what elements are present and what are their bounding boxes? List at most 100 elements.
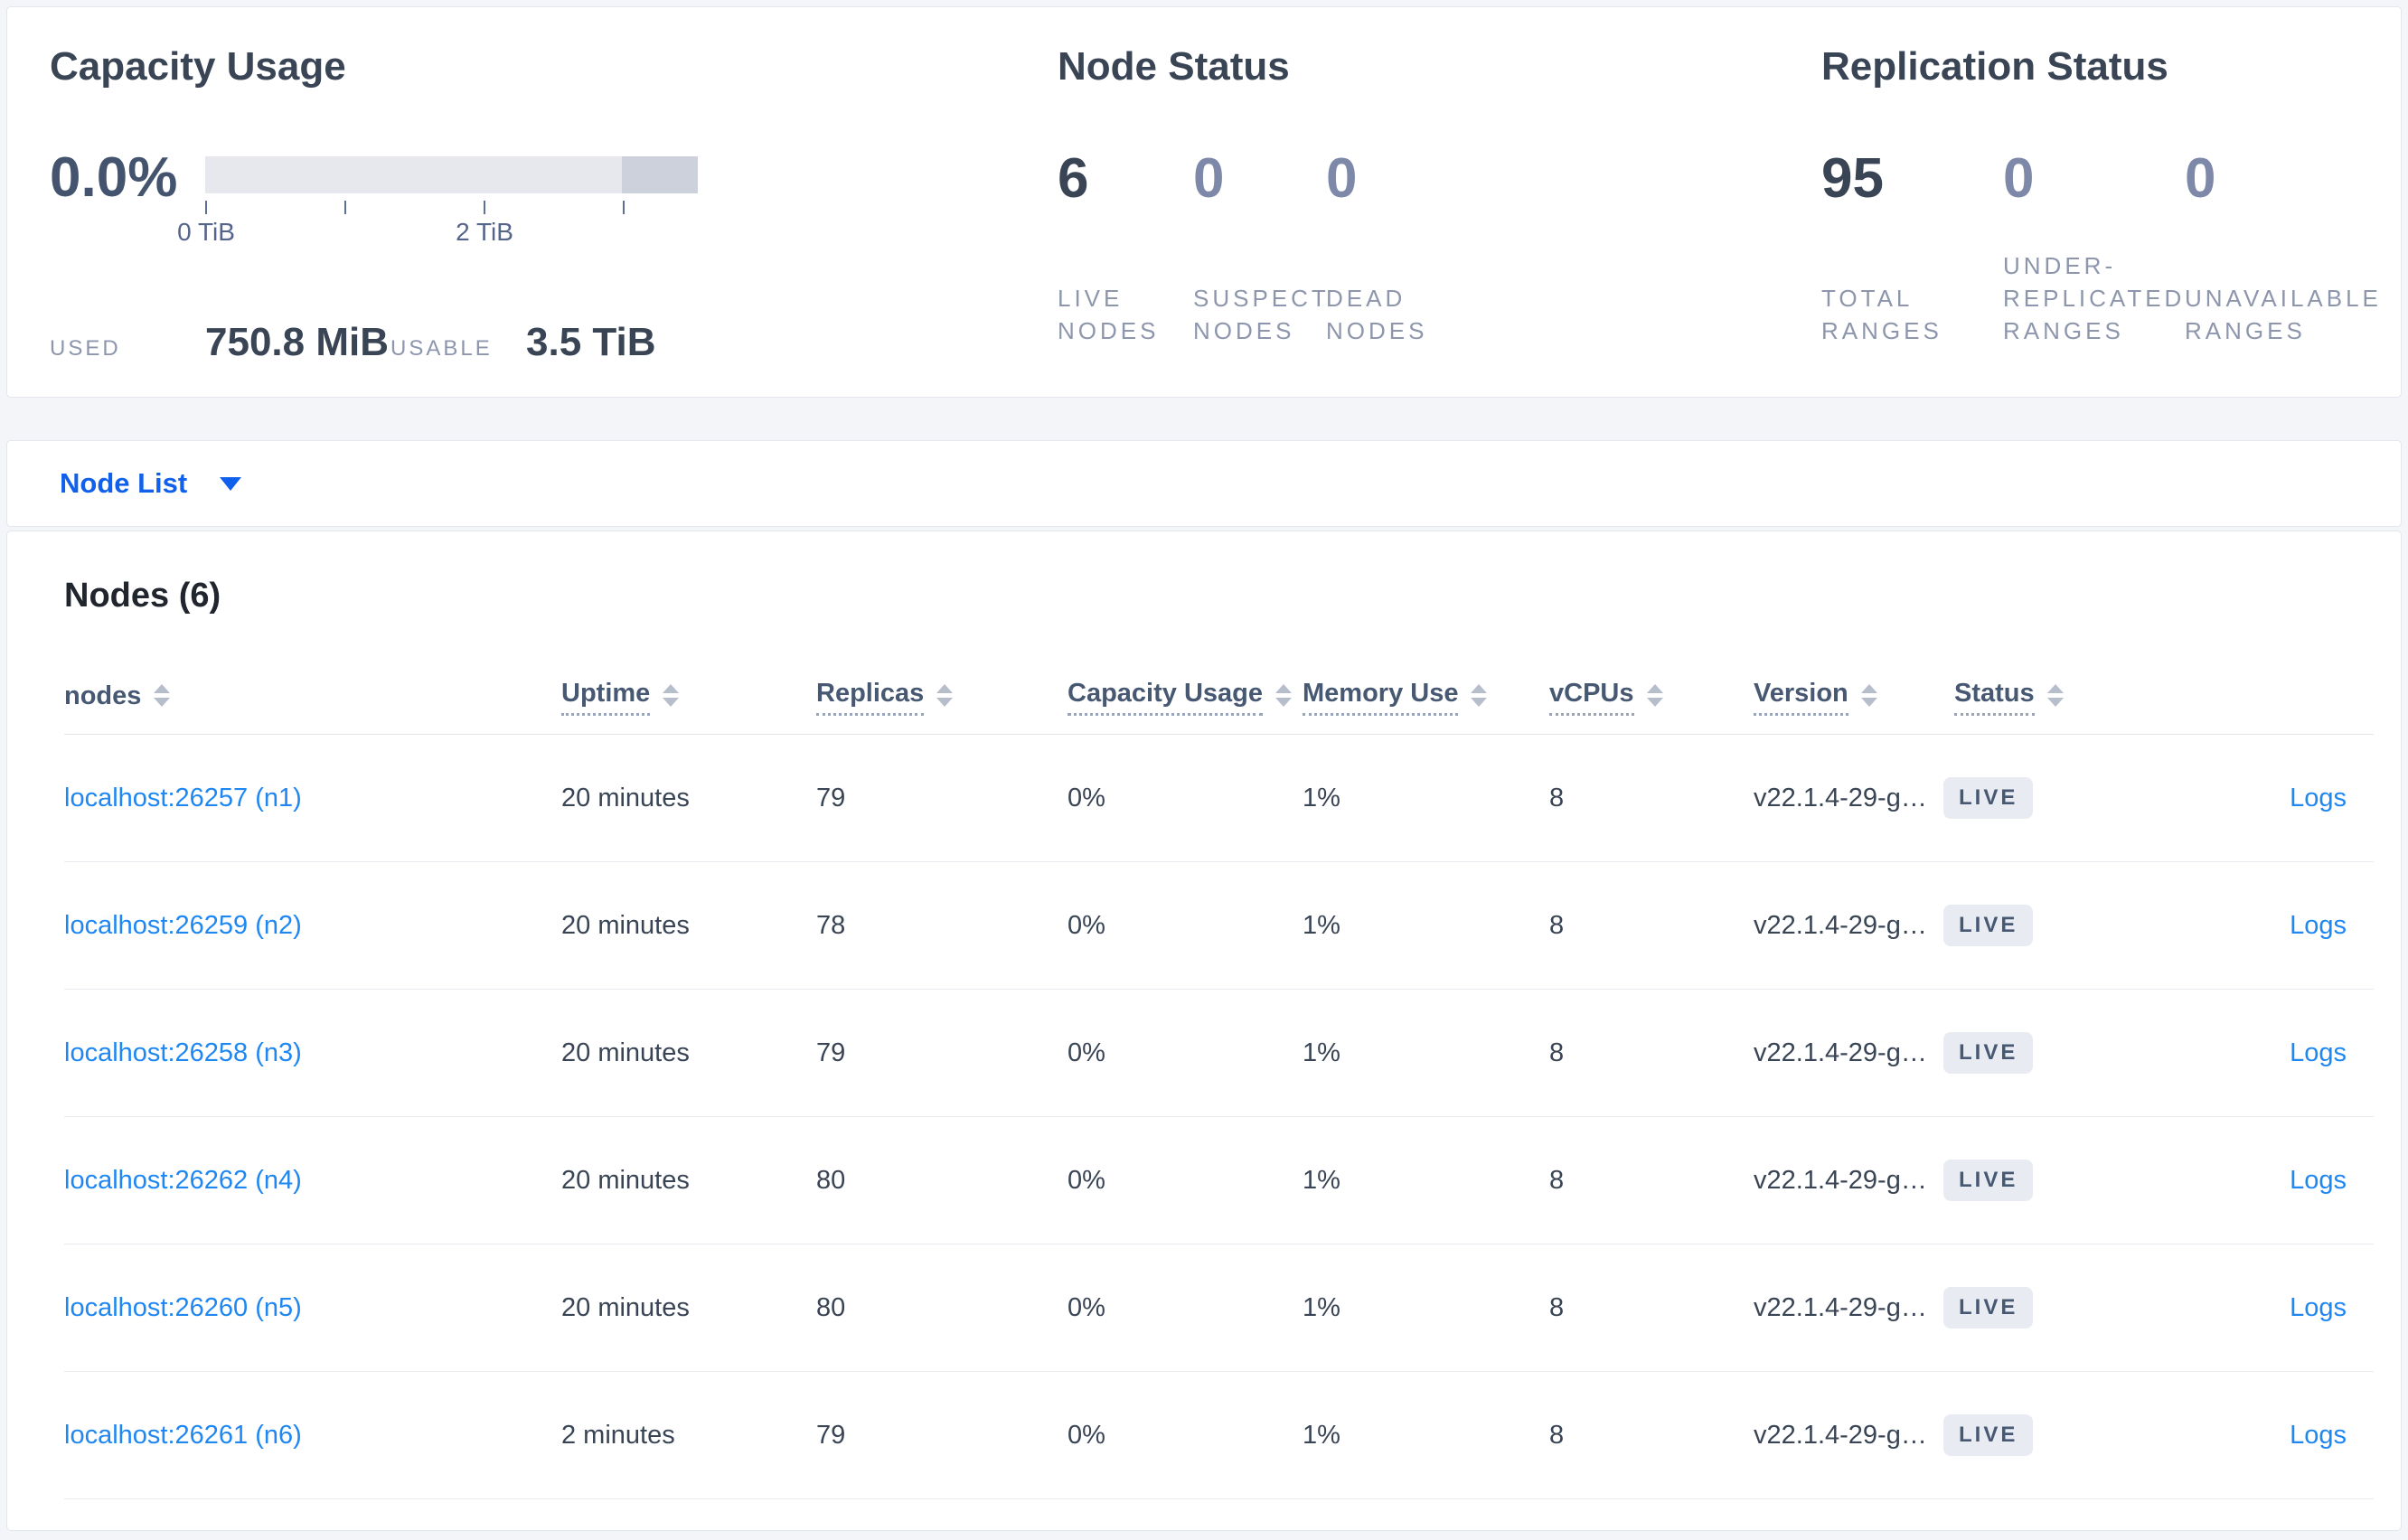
- table-row: localhost:26259 (n2) 20 minutes 78 0% 1%…: [64, 862, 2374, 990]
- node-link[interactable]: localhost:26261 (n6): [64, 1420, 302, 1450]
- node-link[interactable]: localhost:26258 (n3): [64, 1038, 302, 1067]
- node-link[interactable]: localhost:26262 (n4): [64, 1165, 302, 1195]
- sort-icon: [1646, 684, 1663, 707]
- dead-nodes-label: DEAD NODES: [1326, 285, 1428, 344]
- status-badge: LIVE: [1943, 1032, 2034, 1074]
- logs-link[interactable]: Logs: [2290, 910, 2347, 940]
- version-cell: v22.1.4-29-g…: [1754, 1292, 1927, 1322]
- logs-link[interactable]: Logs: [2290, 1292, 2347, 1322]
- dead-nodes-stat: 0 DEAD NODES: [1326, 150, 1445, 347]
- sort-icon: [936, 684, 954, 707]
- nodes-table-heading: Nodes (6): [64, 577, 221, 615]
- sort-icon: [154, 684, 171, 707]
- vcpus-cell: 8: [1549, 1292, 1565, 1322]
- uptime-cell: 20 minutes: [561, 783, 690, 812]
- col-header-label: Status: [1954, 679, 2035, 716]
- capacity-stats-row: USED 750.8 MiB USABLE 3.5 TiB: [50, 320, 655, 365]
- dead-nodes-value: 0: [1326, 147, 1358, 210]
- col-header-uptime[interactable]: Uptime: [561, 679, 816, 734]
- axis-tick: [623, 201, 625, 214]
- usable-value: 3.5 TiB: [526, 320, 656, 364]
- unavailable-ranges-label: UNAVAILABLE RANGES: [2185, 285, 2382, 344]
- replicas-cell: 80: [816, 1165, 846, 1195]
- logs-link[interactable]: Logs: [2290, 1420, 2347, 1450]
- capacity-bar-chart: 0 TiB 2 TiB: [177, 156, 698, 256]
- capacity-usage-title: Capacity Usage: [50, 44, 346, 89]
- unavailable-ranges-stat: 0 UNAVAILABLE RANGES: [2185, 147, 2382, 347]
- memory-use-cell: 1%: [1303, 910, 1340, 940]
- live-nodes-label: LIVE NODES: [1058, 285, 1160, 344]
- col-header-logs-spacer: [2160, 716, 2374, 734]
- col-header-vcpus[interactable]: vCPUs: [1549, 679, 1754, 734]
- cluster-summary-card: Capacity Usage 0.0% 0 TiB 2 TiB USED 750…: [6, 6, 2402, 398]
- table-row: localhost:26261 (n6) 2 minutes 79 0% 1% …: [64, 1372, 2374, 1499]
- col-header-replicas[interactable]: Replicas: [816, 679, 1068, 734]
- logs-link[interactable]: Logs: [2290, 783, 2347, 812]
- uptime-cell: 2 minutes: [561, 1420, 675, 1450]
- replicas-cell: 79: [816, 783, 846, 812]
- col-header-label: vCPUs: [1549, 679, 1634, 716]
- used-label: USED: [50, 336, 121, 361]
- vcpus-cell: 8: [1549, 1038, 1565, 1067]
- version-cell: v22.1.4-29-g…: [1754, 1165, 1927, 1195]
- capacity-usage-cell: 0%: [1068, 910, 1105, 940]
- suspect-nodes-label: SUSPECT NODES: [1193, 285, 1330, 344]
- nodes-table-header: nodes Uptime Replicas Capacity Usage Mem…: [64, 616, 2374, 735]
- vcpus-cell: 8: [1549, 1420, 1565, 1450]
- node-link[interactable]: localhost:26257 (n1): [64, 783, 302, 812]
- status-badge: LIVE: [1943, 1287, 2034, 1329]
- col-header-memory-use[interactable]: Memory Use: [1303, 679, 1549, 734]
- capacity-usage-cell: 0%: [1068, 1038, 1105, 1067]
- vcpus-cell: 8: [1549, 910, 1565, 940]
- col-header-label: Uptime: [561, 679, 651, 716]
- under-replicated-ranges-stat: 0 UNDER-REPLICATED RANGES: [2003, 150, 2184, 347]
- view-selector-card: Node List: [6, 440, 2402, 527]
- under-replicated-ranges-label: UNDER-REPLICATED RANGES: [2003, 252, 2186, 344]
- axis-tick: [344, 201, 346, 214]
- col-header-nodes[interactable]: nodes: [64, 681, 561, 734]
- replicas-cell: 79: [816, 1420, 846, 1450]
- used-value: 750.8 MiB: [205, 320, 389, 364]
- uptime-cell: 20 minutes: [561, 910, 690, 940]
- unavailable-ranges-value: 0: [2185, 147, 2216, 210]
- sort-icon: [1275, 684, 1292, 707]
- memory-use-cell: 1%: [1303, 783, 1340, 812]
- capacity-bar: [205, 156, 698, 193]
- table-row: localhost:26257 (n1) 20 minutes 79 0% 1%…: [64, 735, 2374, 862]
- logs-link[interactable]: Logs: [2290, 1165, 2347, 1195]
- table-row: localhost:26258 (n3) 20 minutes 79 0% 1%…: [64, 990, 2374, 1117]
- node-list-dropdown[interactable]: Node List: [60, 467, 242, 500]
- suspect-nodes-value: 0: [1193, 147, 1225, 210]
- table-row: localhost:26262 (n4) 20 minutes 80 0% 1%…: [64, 1117, 2374, 1244]
- col-header-version[interactable]: Version: [1754, 679, 1954, 734]
- capacity-usage-cell: 0%: [1068, 783, 1105, 812]
- total-ranges-label: TOTAL RANGES: [1821, 285, 1942, 344]
- node-list-dropdown-label: Node List: [60, 467, 188, 499]
- live-nodes-value: 6: [1058, 147, 1089, 210]
- capacity-usage-cell: 0%: [1068, 1292, 1105, 1322]
- node-link[interactable]: localhost:26259 (n2): [64, 910, 302, 940]
- sort-icon: [663, 684, 680, 707]
- axis-tick: [484, 201, 485, 214]
- sort-icon: [1860, 684, 1877, 707]
- nodes-table-card: Nodes (6) nodes Uptime Replicas Capacity…: [6, 531, 2402, 1531]
- col-header-label: Version: [1754, 679, 1848, 716]
- capacity-percent-value: 0.0%: [50, 146, 178, 209]
- node-link[interactable]: localhost:26260 (n5): [64, 1292, 302, 1322]
- usable-label: USABLE: [390, 336, 493, 361]
- logs-link[interactable]: Logs: [2290, 1038, 2347, 1067]
- col-header-status[interactable]: Status: [1954, 679, 2160, 734]
- col-header-capacity-usage[interactable]: Capacity Usage: [1068, 679, 1303, 734]
- version-cell: v22.1.4-29-g…: [1754, 1420, 1927, 1450]
- sort-icon: [1471, 684, 1488, 707]
- axis-tick-label: 2 TiB: [456, 218, 513, 246]
- sort-icon: [2046, 684, 2064, 707]
- capacity-bar-reserved-segment: [622, 156, 698, 193]
- replication-status-title: Replication Status: [1821, 44, 2168, 89]
- version-cell: v22.1.4-29-g…: [1754, 783, 1927, 812]
- col-header-label: Memory Use: [1303, 679, 1459, 716]
- version-cell: v22.1.4-29-g…: [1754, 910, 1927, 940]
- memory-use-cell: 1%: [1303, 1420, 1340, 1450]
- uptime-cell: 20 minutes: [561, 1038, 690, 1067]
